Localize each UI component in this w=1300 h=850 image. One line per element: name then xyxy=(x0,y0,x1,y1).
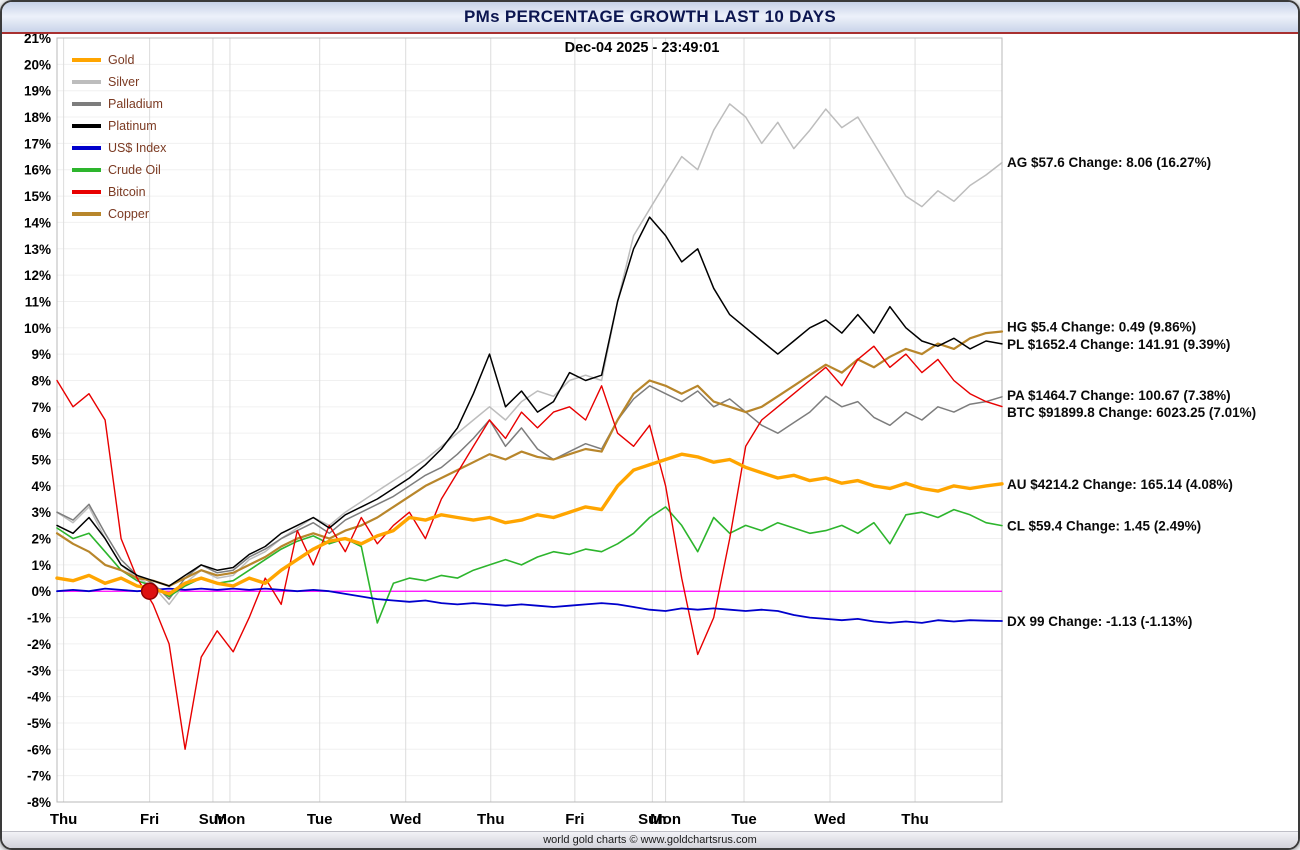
credit-text: world gold charts © www.goldchartsrus.co… xyxy=(543,834,757,846)
y-tick-label: 2% xyxy=(31,532,51,547)
growth-chart: 21% 20% 19% 18% 17% 16% 15% 14% 13% 12% 11% 10% 9% 8%… xyxy=(24,34,1256,828)
x-tick-label: Tue xyxy=(307,811,333,828)
y-tick-label: -8% xyxy=(27,795,51,810)
y-tick-label: 6% xyxy=(31,426,51,441)
x-tick-label: Thu xyxy=(901,811,929,828)
price-label: PL $1652.4 Change: 141.91 (9.39%) xyxy=(1007,337,1230,352)
x-tick-label: Mon xyxy=(650,811,681,828)
title-bar: PMs PERCENTAGE GROWTH LAST 10 DAYS xyxy=(2,2,1298,34)
page-title: PMs PERCENTAGE GROWTH LAST 10 DAYS xyxy=(464,7,836,26)
y-tick-label: -7% xyxy=(27,769,51,784)
price-label: PA $1464.7 Change: 100.67 (7.38%) xyxy=(1007,388,1231,403)
x-tick-label: Tue xyxy=(731,811,757,828)
y-tick-label: 0% xyxy=(31,584,51,599)
series-line-silver xyxy=(56,103,1003,606)
price-label: AG $57.6 Change: 8.06 (16.27%) xyxy=(1007,155,1211,170)
y-tick-label: 8% xyxy=(31,373,51,388)
y-tick-label: 21% xyxy=(24,34,51,46)
price-label: BTC $91899.8 Change: 6023.25 (7.01%) xyxy=(1007,405,1256,420)
series-line-platinum xyxy=(56,216,1003,587)
chart-timestamp: Dec-04 2025 - 23:49:01 xyxy=(565,40,720,56)
x-tick-label: Thu xyxy=(50,811,78,828)
legend-label: Bitcoin xyxy=(108,185,146,199)
x-tick-label: Fri xyxy=(565,811,584,828)
price-label: DX 99 Change: -1.13 (-1.13%) xyxy=(1007,614,1192,629)
y-tick-label: 9% xyxy=(31,347,51,362)
price-label: AU $4214.2 Change: 165.14 (4.08%) xyxy=(1007,477,1233,492)
legend-label: Silver xyxy=(108,75,139,89)
y-tick-label: 19% xyxy=(24,84,51,99)
legend-label: Platinum xyxy=(108,119,157,133)
y-tick-label: 3% xyxy=(31,505,51,520)
legend-label: Crude Oil xyxy=(108,163,161,177)
x-tick-label: Mon xyxy=(215,811,246,828)
x-tick-label: Thu xyxy=(477,811,505,828)
legend-label: Palladium xyxy=(108,97,163,111)
y-tick-label: -6% xyxy=(27,742,51,757)
price-label: HG $5.4 Change: 0.49 (9.86%) xyxy=(1007,319,1196,334)
y-tick-label: 15% xyxy=(24,189,51,204)
x-tick-label: Sun xyxy=(638,811,666,828)
series-line-us-index xyxy=(56,587,1003,624)
y-tick-label: 13% xyxy=(24,242,51,257)
y-tick-label: -1% xyxy=(27,611,51,626)
y-tick-label: 11% xyxy=(25,294,51,309)
x-tick-label: Wed xyxy=(814,811,845,828)
y-tick-label: 18% xyxy=(24,110,51,125)
y-tick-label: 1% xyxy=(31,558,51,573)
series-line-palladium xyxy=(56,385,1003,600)
series-line-copper xyxy=(55,330,1004,588)
y-tick-label: 10% xyxy=(24,321,51,336)
series-line-gold xyxy=(55,452,1004,596)
legend-label: US$ Index xyxy=(108,141,167,155)
plot-frame xyxy=(56,37,1003,803)
y-tick-label: -4% xyxy=(27,690,51,705)
y-tick-label: -3% xyxy=(27,663,51,678)
y-tick-label: 7% xyxy=(31,400,51,415)
legend-label: Gold xyxy=(108,53,134,67)
footer-bar: world gold charts © www.goldchartsrus.co… xyxy=(2,831,1298,848)
price-label: CL $59.4 Change: 1.45 (2.49%) xyxy=(1007,519,1201,534)
y-tick-label: 14% xyxy=(24,215,51,230)
y-tick-label: 16% xyxy=(24,163,51,178)
chart-area: 21% 20% 19% 18% 17% 16% 15% 14% 13% 12% 11% 10% 9% 8%… xyxy=(2,34,1298,848)
y-tick-label: -2% xyxy=(27,637,51,652)
x-tick-label: Fri xyxy=(140,811,159,828)
series-line-bitcoin xyxy=(56,345,1003,750)
y-tick-label: 4% xyxy=(31,479,51,494)
y-tick-label: -5% xyxy=(27,716,51,731)
y-tick-label: 20% xyxy=(24,57,51,72)
current-marker xyxy=(140,582,159,600)
y-tick-label: 17% xyxy=(24,136,51,151)
x-tick-label: Wed xyxy=(390,811,421,828)
x-tick-label: Sun xyxy=(199,811,227,828)
y-tick-label: 12% xyxy=(24,268,51,283)
legend-label: Copper xyxy=(108,207,149,221)
y-tick-label: 5% xyxy=(31,453,51,468)
